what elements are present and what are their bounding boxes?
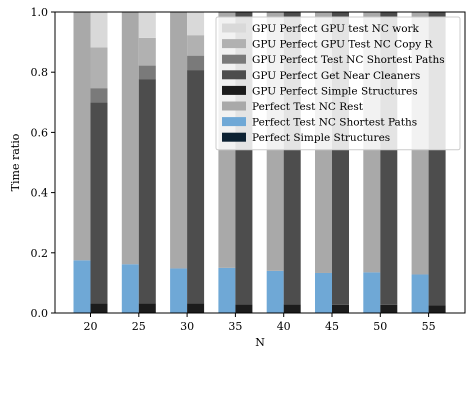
right-bar-segment-20-1 <box>90 102 108 304</box>
x-tick-label: 45 <box>325 320 339 333</box>
right-bar-segment-35-0 <box>235 304 253 313</box>
legend-entry: GPU Perfect GPU test NC work <box>252 23 420 35</box>
y-tick-label: 0.8 <box>31 66 49 79</box>
left-bar-segment-35-1 <box>218 267 236 313</box>
x-tick-label: 30 <box>180 320 194 333</box>
right-bar-segment-55-0 <box>428 305 446 313</box>
x-tick-label: 25 <box>132 320 146 333</box>
x-axis: 20 25 30 35 40 45 50 55 <box>84 313 436 333</box>
right-bar-segment-25-0 <box>138 303 156 313</box>
y-tick-label: 0.2 <box>31 247 49 260</box>
plot-frame <box>54 11 466 314</box>
legend-entry: Perfect Test NC Shortest Paths <box>252 117 417 129</box>
legend-entry: Perfect Test NC Rest <box>252 101 364 113</box>
y-axis-label: Time ratio <box>9 133 22 191</box>
right-bar-segment-20-3 <box>90 47 108 89</box>
legend-swatch <box>222 117 246 127</box>
left-bar-segment-20-1 <box>73 260 91 313</box>
legend: GPU Perfect GPU test NC work GPU Perfect … <box>215 16 461 151</box>
legend-swatch <box>222 101 246 111</box>
right-bar-segment-30-3 <box>187 35 205 56</box>
x-tick-label: 40 <box>277 320 291 333</box>
right-bar-segment-25-2 <box>138 65 156 80</box>
left-bar-segment-25-2 <box>121 12 139 265</box>
right-bar-segment-20-4 <box>90 12 108 48</box>
legend-swatch <box>222 54 246 64</box>
y-tick-label: 0.4 <box>31 187 49 200</box>
legend-box <box>215 16 461 151</box>
legend-entry: GPU Perfect Get Near Cleaners <box>252 70 420 82</box>
x-axis-label: N <box>255 336 265 349</box>
legend-swatch <box>222 85 246 95</box>
left-bar-segment-50-1 <box>363 272 381 313</box>
legend-swatch <box>222 39 246 49</box>
y-axis: 0.0 0.2 0.4 0.6 0.8 1.0 <box>31 6 55 320</box>
legend-swatch <box>222 70 246 80</box>
legend-swatch <box>222 132 246 142</box>
right-bar-segment-20-0 <box>90 303 108 313</box>
legend-entry: GPU Perfect Test NC Shortest Paths <box>252 54 445 66</box>
y-tick-label: 1.0 <box>31 6 49 19</box>
left-bar-segment-30-1 <box>170 268 188 313</box>
right-bar-segment-25-1 <box>138 79 156 304</box>
right-bar-segment-30-4 <box>187 12 205 36</box>
right-bar-segment-20-2 <box>90 88 108 103</box>
right-bar-segment-30-0 <box>187 303 205 313</box>
right-bar-segment-45-0 <box>332 304 349 313</box>
left-bar-segment-20-2 <box>73 12 91 261</box>
right-bar-segment-50-0 <box>380 304 398 313</box>
left-bar-segment-45-1 <box>315 272 332 313</box>
left-bar-segment-30-2 <box>170 12 188 269</box>
left-bar-segment-25-1 <box>121 264 139 313</box>
right-bar-segment-30-1 <box>187 70 205 304</box>
right-bar-segment-25-3 <box>138 37 156 66</box>
right-bar-segment-40-0 <box>283 304 301 313</box>
x-tick-label: 35 <box>228 320 242 333</box>
x-tick-label: 50 <box>373 320 387 333</box>
right-bar-segment-25-4 <box>138 12 156 38</box>
left-bar-segment-40-1 <box>266 270 284 313</box>
y-tick-label: 0.0 <box>31 307 49 320</box>
y-tick-label: 0.6 <box>31 126 49 139</box>
x-tick-label: 20 <box>84 320 98 333</box>
legend-swatch <box>222 23 246 33</box>
legend-entry: Perfect Simple Structures <box>252 132 390 144</box>
left-bar-segment-55-1 <box>411 274 429 313</box>
legend-entry: GPU Perfect Simple Structures <box>252 85 418 97</box>
x-tick-label: 55 <box>422 320 436 333</box>
right-bar-segment-30-2 <box>187 55 205 71</box>
legend-entry: GPU Perfect GPU Test NC Copy R <box>252 39 434 51</box>
